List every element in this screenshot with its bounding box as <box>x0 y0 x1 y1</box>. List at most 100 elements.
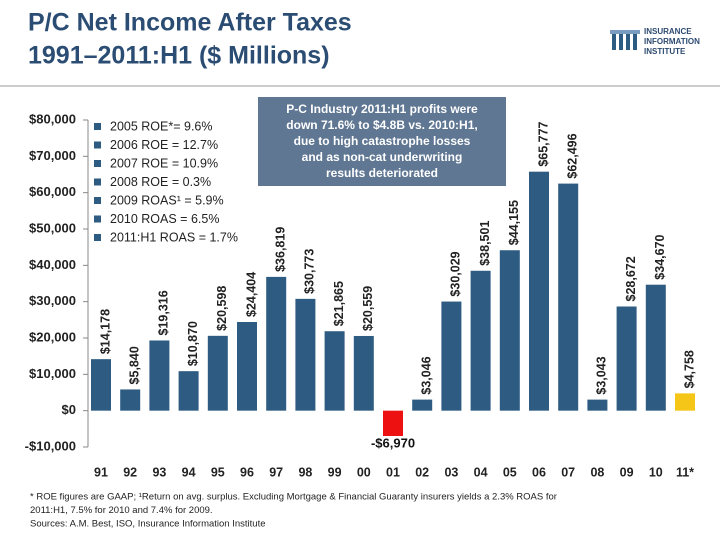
value-label: $34,670 <box>653 234 667 279</box>
value-label: $19,316 <box>157 290 171 335</box>
value-label: $4,758 <box>682 350 696 388</box>
bar <box>91 359 111 411</box>
value-label: $3,046 <box>419 356 433 394</box>
bar <box>529 171 549 411</box>
bar <box>558 183 579 411</box>
footnote: 2011:H1, 7.5% for 2010 and 7.4% for 2009… <box>30 505 213 516</box>
x-tick-label: 94 <box>182 465 196 479</box>
x-tick-label: 98 <box>298 465 312 479</box>
annotation: results deteriorated <box>326 166 438 180</box>
note-bullet <box>94 160 101 167</box>
note-bullet <box>94 178 101 186</box>
value-label: $28,672 <box>624 256 638 301</box>
value-label: $20,559 <box>361 286 375 331</box>
value-label: $36,819 <box>273 227 287 272</box>
note: 2011:H1 ROAS = 1.7% <box>110 230 238 244</box>
logo-text: INSTITUTE <box>644 47 686 56</box>
y-tick-label: $30,000 <box>29 293 76 308</box>
value-label: $65,777 <box>536 121 550 166</box>
value-label: $5,840 <box>127 346 141 384</box>
note-bullet <box>94 197 101 204</box>
annotation: due to high catastrophe losses <box>294 134 471 148</box>
note: 2005 ROE*= 9.6% <box>110 119 213 133</box>
logo-text: INFORMATION <box>644 37 700 46</box>
x-tick-label: 91 <box>94 465 108 479</box>
bar <box>324 331 345 411</box>
y-tick-label: $50,000 <box>29 220 76 235</box>
value-label: $3,043 <box>595 356 609 394</box>
y-tick-label: $60,000 <box>29 184 76 199</box>
bar <box>412 399 433 411</box>
y-tick-label: $0 <box>62 402 76 417</box>
bar <box>149 340 170 411</box>
bar <box>470 270 491 411</box>
value-label: $44,155 <box>507 200 521 245</box>
x-tick-label: 00 <box>357 465 371 479</box>
note-bullet <box>94 215 101 223</box>
x-tick-label: 09 <box>620 465 634 479</box>
bar <box>207 335 228 411</box>
x-tick-label: 97 <box>269 465 283 479</box>
x-tick-label: 08 <box>590 465 604 479</box>
value-label: $10,870 <box>186 321 200 366</box>
note: 2010 ROAS = 6.5% <box>110 212 219 226</box>
y-tick-label: $80,000 <box>29 111 76 126</box>
value-label: $30,773 <box>303 249 317 294</box>
note-bullet <box>94 123 101 130</box>
chart-title: P/C Net Income After Taxes <box>28 9 352 37</box>
bar <box>237 321 257 411</box>
value-label: $62,496 <box>565 133 579 178</box>
value-label: -$6,970 <box>371 435 415 450</box>
footnote: Sources: A.M. Best, ISO, Insurance Infor… <box>30 519 266 530</box>
x-tick-label: 93 <box>152 465 166 479</box>
note: 2009 ROAS¹ = 5.9% <box>110 193 224 207</box>
value-label: $21,865 <box>332 281 346 326</box>
y-tick-label: $20,000 <box>29 329 76 344</box>
x-tick-label: 96 <box>240 465 254 479</box>
x-tick-label: 03 <box>444 465 458 479</box>
logo-text: INSURANCE <box>644 27 692 36</box>
footnote: * ROE figures are GAAP; ¹Return on avg. … <box>30 492 557 503</box>
bar <box>295 298 316 411</box>
value-label: $20,598 <box>215 286 229 331</box>
bar <box>383 410 403 436</box>
bar <box>675 393 695 411</box>
note: 2008 ROE = 0.3% <box>110 175 211 189</box>
bar <box>441 301 462 411</box>
x-tick-label: 04 <box>474 465 488 479</box>
y-tick-label: -$10,000 <box>25 438 76 453</box>
annotation: down 71.6% to $4.8B vs. 2010:H1, <box>286 118 477 132</box>
value-label: $38,501 <box>478 221 492 266</box>
bar <box>178 371 199 411</box>
note-bullet <box>94 234 101 241</box>
bar <box>616 306 637 411</box>
x-tick-label: 01 <box>386 465 400 479</box>
x-tick-label: 02 <box>415 465 429 479</box>
x-tick-label: 05 <box>503 465 517 479</box>
x-tick-label: 92 <box>123 465 137 479</box>
x-tick-label: 10 <box>649 465 663 479</box>
note: 2007 ROE = 10.9% <box>110 156 218 170</box>
logo-icon <box>610 30 640 50</box>
annotation-box <box>258 97 506 186</box>
annotation: P-C Industry 2011:H1 profits were <box>286 102 478 116</box>
chart-title: 1991–2011:H1 ($ Millions) <box>28 42 330 70</box>
y-tick-label: $10,000 <box>29 366 76 381</box>
note: 2006 ROE = 12.7% <box>110 138 218 152</box>
bar <box>353 335 374 411</box>
x-tick-label: 07 <box>561 465 575 479</box>
bar <box>120 389 141 411</box>
bar <box>266 276 287 411</box>
bar <box>499 250 520 411</box>
value-label: $30,029 <box>449 251 463 296</box>
note-bullet <box>94 141 101 149</box>
x-tick-label: 06 <box>532 465 546 479</box>
x-tick-label: 99 <box>328 465 342 479</box>
value-label: $24,404 <box>244 272 258 317</box>
x-tick-label: 95 <box>211 465 225 479</box>
y-tick-label: $70,000 <box>29 148 76 163</box>
bar <box>645 284 666 411</box>
value-label: $14,178 <box>98 309 112 354</box>
